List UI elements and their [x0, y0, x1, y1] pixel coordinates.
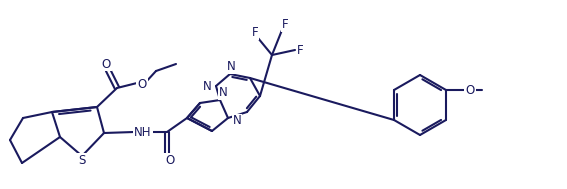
Text: O: O [101, 57, 111, 70]
Text: N: N [202, 81, 211, 94]
Text: NH: NH [134, 126, 152, 139]
Text: N: N [227, 60, 235, 74]
Text: S: S [78, 153, 86, 167]
Text: O: O [137, 77, 147, 91]
Text: N: N [219, 87, 227, 99]
Text: O: O [466, 84, 475, 98]
Text: F: F [252, 26, 259, 40]
Text: F: F [297, 44, 303, 57]
Text: N: N [232, 115, 242, 128]
Text: O: O [166, 153, 175, 167]
Text: F: F [282, 19, 288, 32]
